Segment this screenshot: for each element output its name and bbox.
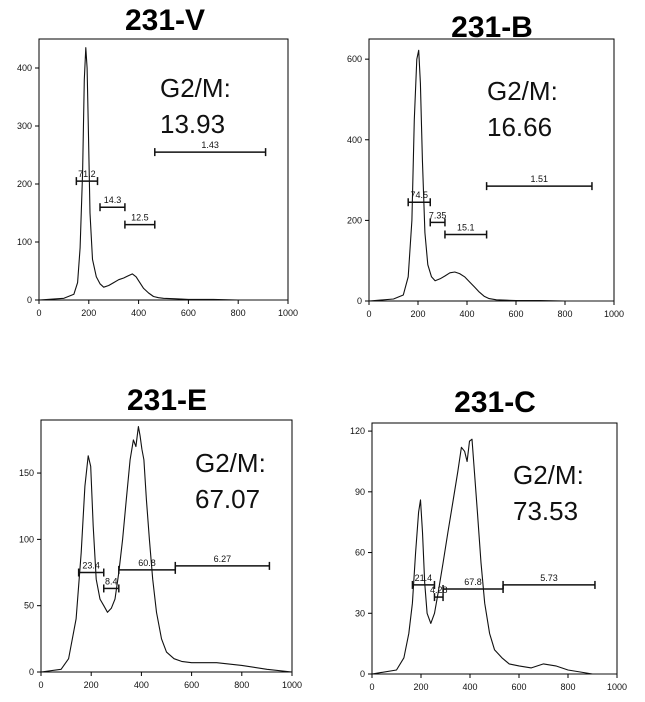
gate-label: 23.4 [82,561,100,571]
x-tick-label: 600 [508,309,523,319]
x-tick-label: 800 [234,680,249,690]
y-tick-label: 150 [19,468,34,478]
histogram-line [38,47,288,301]
plot-frame [38,38,289,301]
g2m-annotation: G2/M: [513,460,584,490]
gate-label: 4.28 [430,585,448,595]
g2m-annotation: 16.66 [487,112,552,142]
x-tick-label: 400 [462,682,477,692]
gate-3: 5.73 [502,573,596,589]
gate-1: 8.4 [103,576,120,593]
gate-label: 21.4 [415,573,433,583]
gate-label: 8.4 [105,576,118,586]
x-tick-label: 0 [38,680,43,690]
histogram-line [371,438,617,675]
gate-1: 7.35 [429,210,447,227]
panel-title: 231-V [125,4,205,37]
x-tick-label: 400 [134,680,149,690]
gate-label: 60.8 [138,558,156,568]
gate-0: 21.4 [411,573,436,589]
g2m-annotation: 67.07 [195,484,260,514]
gate-label: 5.73 [540,573,558,583]
y-tick-label: 120 [350,426,365,436]
g2m-annotation: G2/M: [195,448,266,478]
plot-frame [368,38,615,302]
panel-3: 231-C 0 200 400 600 800 1000 0 30 60 90 120 21.4 4.28… [350,386,627,692]
y-tick-label: 200 [347,215,362,225]
gate-1: 14.3 [99,195,126,212]
gate-label: 74.5 [410,190,428,200]
x-tick-label: 200 [413,682,428,692]
gate-label: 6.27 [214,554,232,564]
x-tick-label: 400 [459,309,474,319]
y-tick-label: 100 [19,534,34,544]
gate-label: 14.3 [104,195,122,205]
gate-2: 60.8 [118,558,177,574]
x-tick-label: 1000 [282,680,302,690]
gate-2: 12.5 [124,213,156,229]
panel-1: 231-B0 200 400 600 800 1000020040060074.57.35… [347,11,624,319]
y-tick-label: 200 [17,179,32,189]
histogram-line [40,426,293,673]
y-tick-label: 30 [355,608,365,618]
gate-3: 1.43 [154,140,267,157]
y-tick-label: 100 [17,237,32,247]
histogram-line [368,49,614,302]
y-tick-label: 400 [17,63,32,73]
y-tick-label: 600 [347,54,362,64]
x-tick-label: 800 [557,309,572,319]
gate-3: 1.51 [485,174,593,191]
plot-frame [371,422,618,675]
x-tick-label: 200 [81,308,96,318]
y-tick-label: 50 [24,601,34,611]
gate-0: 74.5 [407,190,431,207]
x-tick-label: 200 [84,680,99,690]
panel-2: 231-E 0 200 400 600 800 1000 0 50 100 150 23.4 8.4 60… [19,384,302,690]
y-tick-label: 0 [360,669,365,679]
x-tick-label: 600 [511,682,526,692]
y-tick-label: 0 [27,295,32,305]
plot-frame [40,419,293,673]
x-tick-label: 400 [131,308,146,318]
x-tick-label: 600 [184,680,199,690]
gate-label: 15.1 [457,222,475,232]
gate-label: 12.5 [131,213,149,223]
gate-label: 1.43 [201,140,219,150]
gate-2: 15.1 [444,222,488,239]
x-tick-label: 1000 [278,308,298,318]
gate-label: 71.2 [78,169,96,179]
x-tick-label: 800 [231,308,246,318]
gate-label: 7.35 [429,210,447,220]
panel-title: 231-C [454,386,536,419]
gate-2: 67.8 [442,577,504,593]
gate-0: 71.2 [75,169,99,186]
x-tick-label: 200 [410,309,425,319]
y-tick-label: 90 [355,487,365,497]
panel-0: 231-V 0 200 400 600 800 1000 0 100 200 300 400 71.2 1… [17,4,298,318]
gate-label: 67.8 [464,577,482,587]
g2m-annotation: 13.93 [160,109,225,139]
y-tick-label: 0 [29,667,34,677]
panel-title: 231-E [127,384,207,417]
x-tick-label: 600 [181,308,196,318]
g2m-annotation: 73.53 [513,496,578,526]
x-tick-label: 0 [36,308,41,318]
y-tick-label: 400 [347,135,362,145]
gate-0: 23.4 [77,561,105,577]
x-tick-label: 1000 [607,682,627,692]
gate-1: 4.28 [430,585,448,602]
gate-label: 1.51 [531,174,549,184]
x-tick-label: 1000 [604,309,624,319]
x-tick-label: 800 [560,682,575,692]
g2m-annotation: G2/M: [487,76,558,106]
y-tick-label: 300 [17,121,32,131]
x-tick-label: 0 [369,682,374,692]
g2m-annotation: G2/M: [160,73,231,103]
y-tick-label: 0 [357,296,362,306]
x-tick-label: 0 [366,309,371,319]
y-tick-label: 60 [355,548,365,558]
gate-3: 6.27 [174,554,271,570]
